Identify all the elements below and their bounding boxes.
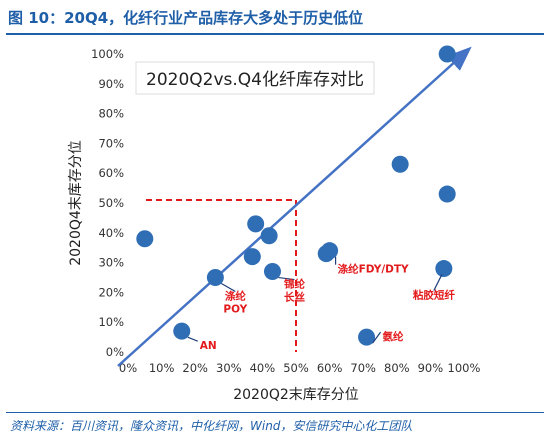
x-tick-label: 100%: [448, 361, 481, 375]
x-tick-label: 70%: [350, 361, 376, 375]
scatter-point: [321, 242, 339, 260]
annotation-pointer: [278, 276, 295, 281]
x-tick-label: 50%: [283, 361, 309, 375]
x-tick-label: 10%: [149, 361, 175, 375]
data-label: AN: [200, 340, 217, 352]
y-tick-label: 70%: [98, 136, 124, 150]
source-divider: [6, 412, 544, 413]
scatter-point: [243, 248, 261, 266]
x-tick-label: 20%: [182, 361, 208, 375]
data-label: 锦纶: [284, 278, 305, 291]
scatter-point: [206, 269, 224, 286]
chart-title-box: [135, 61, 375, 95]
data-label: 长丝: [284, 291, 305, 304]
y-tick-label: 0%: [106, 345, 124, 359]
scatter-point: [136, 230, 154, 248]
diagonal-reference-arrow: [117, 46, 472, 367]
source-note: 资料来源：百川资讯，隆众资讯，中化纤网，Wind，安信研究中心化工团队: [10, 419, 413, 433]
y-tick-label: 20%: [98, 285, 124, 299]
scatter-point: [438, 185, 456, 203]
chart-title: 2020Q2vs.Q4化纤库存对比: [146, 70, 364, 90]
x-tick-label: 0%: [119, 361, 137, 375]
scatter-point: [435, 260, 453, 278]
figure-title: 图 10：20Q4，化纤行业产品库存大多处于历史低位: [8, 9, 364, 27]
data-label: 粘胶短纤: [413, 289, 455, 302]
y-tick-label: 60%: [98, 166, 124, 180]
scatter-point: [391, 155, 409, 173]
scatter-point: [438, 45, 456, 63]
data-label: POY: [223, 304, 247, 316]
y-axis-title: 2020Q4末库存分位: [68, 140, 84, 266]
x-tick-label: 90%: [418, 361, 444, 375]
y-tick-label: 40%: [98, 226, 124, 240]
y-tick-label: 80%: [98, 107, 124, 121]
data-label: 涤纶FDY/DTY: [338, 263, 409, 276]
scatter-chart: 2020Q2vs.Q4化纤库存对比 0% 10% 20% 30% 40% 50% 60% 70%…: [68, 45, 481, 403]
scatter-point: [358, 328, 376, 346]
scatter-point: [260, 227, 278, 245]
x-tick-label: 30%: [216, 361, 242, 375]
annotation-pointer: [221, 282, 236, 293]
scatter-point: [263, 263, 281, 281]
x-tick-label: 40%: [250, 361, 276, 375]
y-tick-label: 50%: [98, 196, 124, 210]
scatter-point: [247, 215, 265, 233]
data-label: 氨纶: [383, 330, 404, 343]
x-tick-label: 80%: [384, 361, 410, 375]
y-tick-label: 100%: [91, 47, 124, 61]
data-label: 涤纶: [225, 290, 246, 303]
y-tick-label: 90%: [98, 77, 124, 91]
scatter-point: [173, 322, 191, 340]
title-divider: [6, 33, 544, 35]
x-axis-title: 2020Q2末库存分位: [233, 387, 359, 403]
y-tick-label: 30%: [98, 256, 124, 270]
annotation-pointer: [372, 331, 382, 344]
x-tick-label: 60%: [317, 361, 343, 375]
annotation-pointer: [187, 336, 198, 342]
y-tick-label: 10%: [98, 315, 124, 329]
annotation-pointer: [433, 274, 443, 291]
